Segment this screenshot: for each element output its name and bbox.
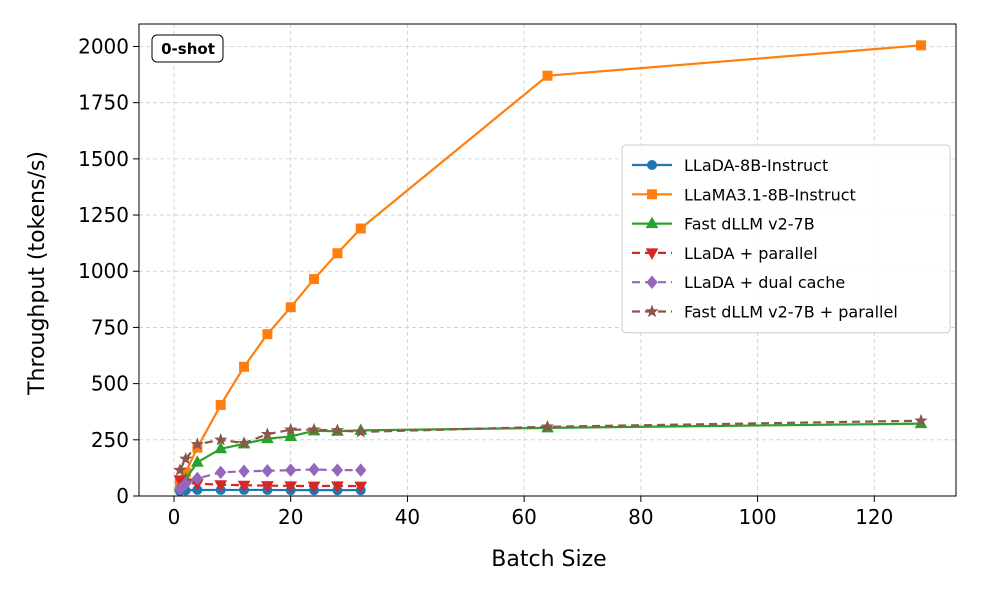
series-line bbox=[179, 488, 361, 493]
legend-marker bbox=[645, 248, 659, 260]
data-point bbox=[332, 248, 343, 259]
series-6 bbox=[173, 413, 928, 476]
y-tick-label: 0 bbox=[116, 484, 129, 508]
data-point bbox=[331, 481, 344, 493]
x-tick-label: 20 bbox=[278, 505, 303, 529]
data-point bbox=[179, 451, 193, 465]
x-tick-label: 80 bbox=[628, 505, 653, 529]
x-tick-label: 100 bbox=[738, 505, 776, 529]
legend-box bbox=[621, 144, 951, 334]
shot-annotation: 0-shot bbox=[151, 34, 224, 63]
series-5 bbox=[174, 462, 367, 497]
legend-label: LLaMA3.1-8B-Instruct bbox=[684, 185, 856, 204]
x-tick-label: 0 bbox=[168, 505, 181, 529]
data-point bbox=[284, 422, 298, 436]
data-point bbox=[542, 70, 553, 81]
data-point bbox=[354, 425, 368, 438]
data-point bbox=[540, 419, 555, 433]
legend-item: Fast dLLM v2-7B bbox=[632, 215, 815, 234]
legend-marker bbox=[645, 216, 659, 229]
data-point bbox=[173, 463, 187, 476]
data-point bbox=[239, 361, 250, 372]
series-layer bbox=[173, 40, 928, 497]
shot-annotation-text: 0-shot bbox=[161, 40, 215, 58]
legend-label: LLaDA + dual cache bbox=[684, 273, 845, 292]
data-point bbox=[214, 432, 228, 446]
legend-marker bbox=[646, 275, 658, 289]
data-point bbox=[285, 302, 296, 313]
legend-item: Fast dLLM v2-7B + parallel bbox=[632, 303, 898, 322]
data-point bbox=[355, 223, 366, 234]
data-point bbox=[307, 422, 321, 436]
data-point bbox=[238, 464, 250, 479]
data-point bbox=[262, 329, 273, 340]
x-tick-label: 120 bbox=[855, 505, 893, 529]
data-point bbox=[915, 40, 926, 51]
x-tick-label: 40 bbox=[395, 505, 420, 529]
legend-item: LLaDA-8B-Instruct bbox=[632, 156, 828, 175]
data-point bbox=[261, 464, 274, 478]
legend: LLaDA-8B-Instruct LLaMA3.1-8B-Instruct Fas… bbox=[621, 144, 951, 334]
y-axis-ticks: 0 250 500 750 1000 1250 1500 1750 2000 bbox=[78, 34, 139, 508]
y-tick-label: 1750 bbox=[78, 91, 129, 115]
data-point bbox=[237, 480, 251, 493]
y-tick-label: 2000 bbox=[78, 34, 129, 58]
data-point bbox=[914, 413, 928, 427]
data-point bbox=[308, 462, 320, 477]
data-point bbox=[354, 481, 368, 494]
data-point bbox=[307, 481, 321, 494]
legend-label: Fast dLLM v2-7B bbox=[684, 215, 815, 234]
data-point bbox=[191, 471, 204, 486]
legend-item: LLaDA + dual cache bbox=[632, 273, 845, 292]
plot-frame bbox=[138, 23, 957, 497]
data-point bbox=[284, 429, 298, 441]
legend-label: Fast dLLM v2-7B + parallel bbox=[684, 303, 898, 322]
series-line bbox=[179, 478, 361, 488]
y-axis-label: Throughput (tokens/s) bbox=[25, 151, 50, 396]
x-axis-label: Batch Size bbox=[491, 547, 606, 572]
data-point bbox=[284, 481, 298, 493]
y-tick-label: 1250 bbox=[78, 203, 129, 227]
data-point bbox=[355, 463, 367, 477]
data-point bbox=[215, 465, 227, 480]
data-point bbox=[260, 427, 274, 440]
data-point bbox=[285, 463, 297, 477]
x-tick-label: 60 bbox=[511, 505, 536, 529]
data-point bbox=[191, 455, 204, 467]
legend-item: LLaMA3.1-8B-Instruct bbox=[632, 185, 856, 204]
y-tick-label: 250 bbox=[91, 428, 129, 452]
legend-item: LLaDA + parallel bbox=[632, 244, 818, 263]
y-tick-label: 1000 bbox=[78, 259, 129, 283]
data-point bbox=[261, 481, 274, 493]
data-point bbox=[237, 436, 251, 449]
y-tick-label: 1500 bbox=[78, 147, 129, 171]
data-point bbox=[331, 463, 344, 477]
y-tick-label: 750 bbox=[91, 315, 129, 339]
data-point bbox=[190, 437, 204, 450]
legend-marker bbox=[647, 189, 657, 200]
data-point bbox=[309, 274, 320, 285]
data-point bbox=[214, 441, 228, 454]
series-line bbox=[179, 468, 361, 491]
legend-label: LLaDA + parallel bbox=[684, 244, 818, 263]
data-point bbox=[180, 476, 192, 491]
legend-marker bbox=[647, 160, 657, 170]
legend-label: LLaDA-8B-Instruct bbox=[684, 156, 828, 175]
x-axis-ticks: 0 20 40 60 80 100 120 bbox=[168, 496, 893, 529]
data-point bbox=[215, 399, 226, 410]
legend-marker bbox=[645, 304, 659, 318]
data-point bbox=[330, 423, 345, 436]
y-tick-label: 500 bbox=[91, 372, 129, 396]
data-point bbox=[214, 480, 228, 492]
